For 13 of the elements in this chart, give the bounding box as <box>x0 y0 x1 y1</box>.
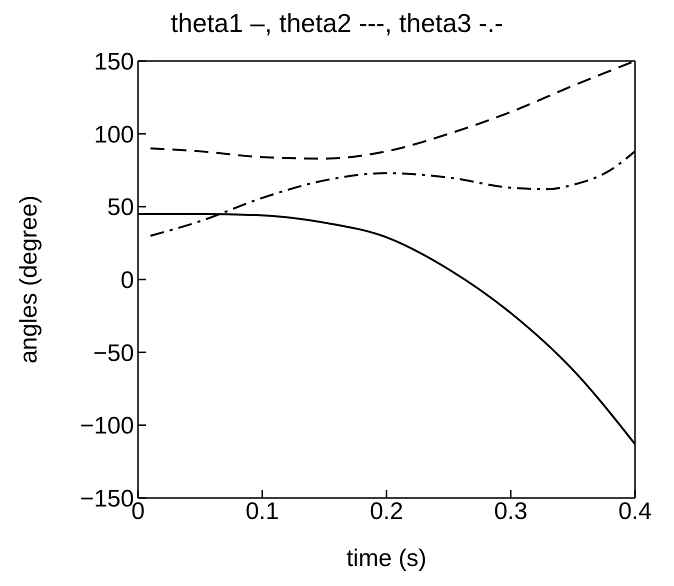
y-tick-label: 150 <box>94 48 134 76</box>
y-tick-label: 100 <box>94 121 134 148</box>
y-tick-label: −50 <box>93 340 134 367</box>
x-tick-label: 0.3 <box>494 498 528 526</box>
y-tick-label: −100 <box>80 412 134 440</box>
y-tick-label: 50 <box>107 194 134 222</box>
x-axis-title: time (s) <box>346 545 426 572</box>
x-tick-label: 0.4 <box>618 498 652 526</box>
y-tick-label: 0 <box>120 267 134 294</box>
x-tick-label: 0.2 <box>370 498 404 526</box>
chart-title: theta1 –, theta2 ---, theta3 -.- <box>170 8 504 40</box>
y-axis-title: angles (degree) <box>16 195 43 364</box>
x-tick-label: 0.1 <box>246 498 279 526</box>
